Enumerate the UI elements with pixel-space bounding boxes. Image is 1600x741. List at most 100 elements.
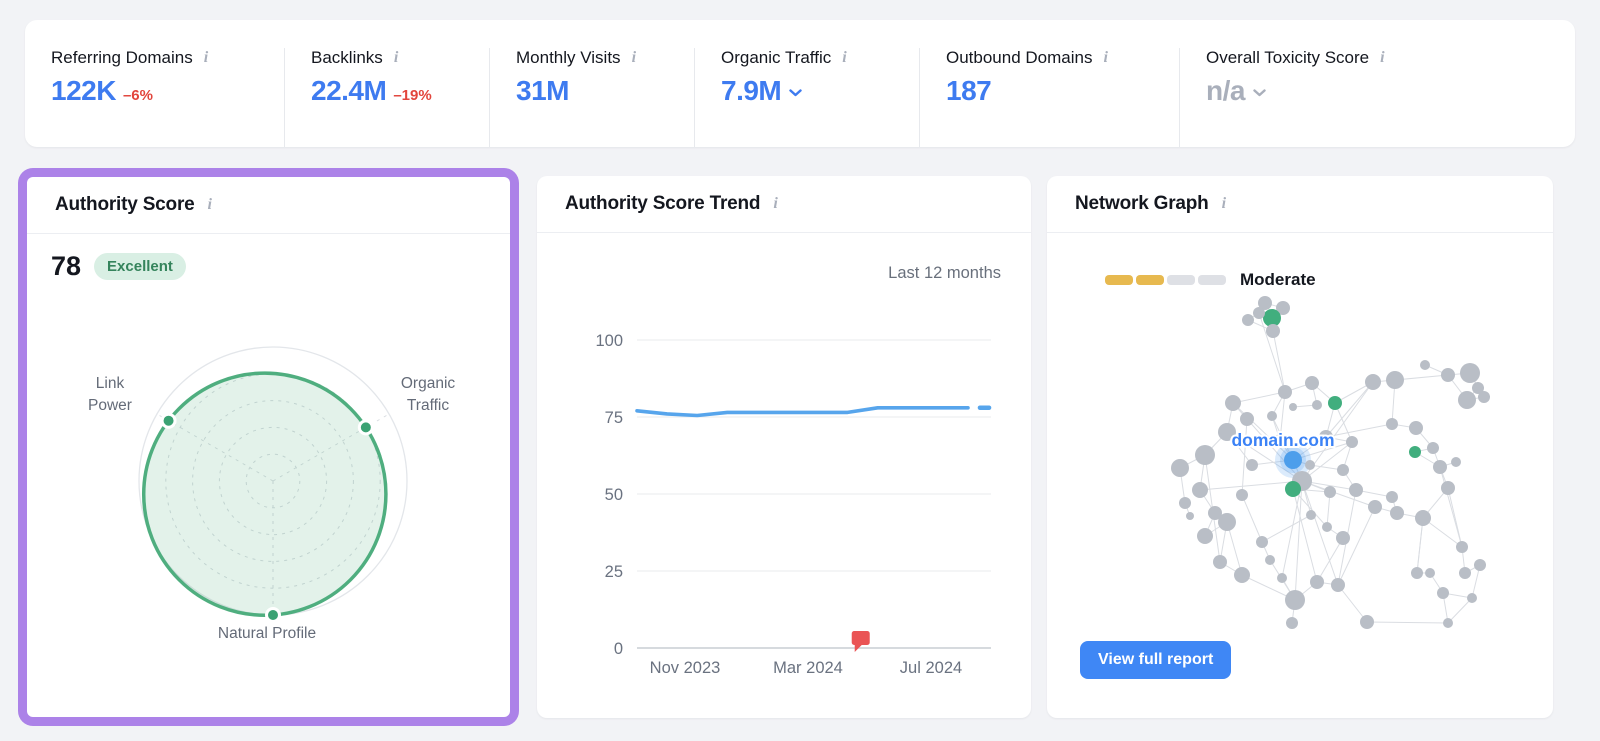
- network-node: [1443, 618, 1453, 628]
- toxicity-meter-row: Moderate: [1105, 270, 1316, 290]
- stat-label: Overall Toxicity Score: [1206, 48, 1370, 67]
- stat-value: 22.4M: [311, 75, 387, 106]
- network-node: [1258, 296, 1272, 310]
- network-node: [1420, 360, 1430, 370]
- info-icon[interactable]: i: [1103, 49, 1108, 66]
- panel-title: Authority Score Trend: [565, 193, 761, 214]
- network-node-highlighted: [1409, 446, 1421, 458]
- toxicity-level-label: Moderate: [1240, 270, 1316, 289]
- network-domain-label: domain.com: [1231, 430, 1334, 450]
- panel-header: Network Graph i: [1047, 176, 1553, 233]
- stats-bar: Referring Domains i 122K –6% Backlinks i…: [25, 20, 1575, 147]
- toxicity-score-dropdown[interactable]: n/a: [1206, 77, 1266, 105]
- network-node: [1460, 363, 1480, 383]
- stat-delta: –6%: [122, 87, 153, 104]
- network-node: [1478, 391, 1490, 403]
- panel-header: Authority Score i: [27, 177, 510, 234]
- network-node: [1390, 506, 1404, 520]
- authority-score-highlight-border: Authority Score i 78 Excellent Link Power…: [18, 168, 519, 726]
- network-node: [1234, 567, 1250, 583]
- chevron-down-icon: [1253, 89, 1266, 97]
- info-icon[interactable]: i: [393, 49, 399, 66]
- stat-label: Monthly Visits: [516, 48, 621, 67]
- network-node: [1186, 512, 1194, 520]
- network-node: [1265, 555, 1275, 565]
- chevron-down-icon: [789, 89, 802, 97]
- network-node: [1192, 482, 1208, 498]
- panel-header: Authority Score Trend i: [537, 176, 1031, 233]
- stat-organic-traffic: Organic Traffic i 7.9M: [695, 48, 920, 147]
- stat-value-row: n/a: [1206, 77, 1575, 105]
- network-node-analyzed-domain: [1284, 451, 1302, 469]
- network-node: [1289, 403, 1297, 411]
- network-node: [1274, 434, 1286, 446]
- radar-axis-label: Organic Traffic: [401, 375, 456, 414]
- network-node: [1242, 314, 1254, 326]
- stat-outbound-domains: Outbound Domains i 187: [920, 48, 1180, 147]
- meter-segment-empty: [1198, 275, 1226, 285]
- network-node: [1171, 459, 1189, 477]
- authority-score-badge: Excellent: [94, 253, 186, 280]
- view-full-report-button[interactable]: View full report: [1080, 641, 1232, 680]
- stat-value: n/a: [1206, 75, 1245, 106]
- network-node: [1266, 324, 1280, 338]
- stat-label-row: Backlinks i: [311, 48, 489, 68]
- authority-score-radar-chart: Link Power Organic Traffic Natural Profile: [88, 346, 456, 642]
- info-icon[interactable]: i: [207, 196, 212, 213]
- info-icon[interactable]: i: [773, 195, 778, 212]
- network-node: [1386, 371, 1404, 389]
- trend-x-tick-label: Jul 2024: [900, 659, 962, 677]
- stat-label: Backlinks: [311, 48, 383, 67]
- stat-value: 122K: [51, 75, 116, 106]
- radar-axis-label: Link Power: [88, 375, 132, 414]
- network-node: [1322, 522, 1332, 532]
- network-node: [1336, 531, 1350, 545]
- trend-y-tick-label: 0: [614, 640, 623, 658]
- network-graph-panel: Network Graph i Moderate domain.com View…: [1047, 176, 1553, 718]
- authority-score-value: 78: [51, 251, 82, 281]
- network-node: [1324, 486, 1336, 498]
- network-node: [1472, 382, 1484, 394]
- network-node: [1256, 536, 1268, 548]
- network-node: [1225, 395, 1241, 411]
- network-node: [1346, 436, 1358, 448]
- network-node: [1458, 391, 1476, 409]
- network-node: [1246, 459, 1258, 471]
- stat-value-row: 22.4M –19%: [311, 77, 489, 105]
- info-icon[interactable]: i: [842, 49, 847, 66]
- network-node: [1365, 374, 1381, 390]
- meter-segment-empty: [1167, 275, 1195, 285]
- info-icon[interactable]: i: [631, 49, 637, 66]
- network-node: [1278, 385, 1292, 399]
- network-node: [1349, 483, 1363, 497]
- info-icon[interactable]: i: [1380, 49, 1385, 66]
- stat-label-row: Overall Toxicity Score i: [1206, 48, 1575, 68]
- stat-value-row: 7.9M: [721, 77, 919, 105]
- network-node: [1305, 460, 1315, 470]
- authority-score-trend-panel: Authority Score Trend i Last 12 months 0…: [537, 176, 1031, 718]
- toxicity-meter: [1105, 275, 1226, 285]
- network-node: [1415, 510, 1431, 526]
- network-node: [1451, 457, 1461, 467]
- network-node: [1277, 573, 1287, 583]
- network-node: [1467, 593, 1477, 603]
- network-node: [1267, 411, 1277, 421]
- meter-segment-filled: [1105, 275, 1133, 285]
- network-node: [1286, 617, 1298, 629]
- trend-annotation-flag: [851, 631, 870, 652]
- network-node: [1360, 615, 1374, 629]
- stat-value: 31M: [516, 75, 569, 106]
- stat-value: 7.9M: [721, 75, 782, 106]
- stat-label-row: Monthly Visits i: [516, 48, 694, 68]
- info-icon[interactable]: i: [203, 49, 209, 66]
- stat-monthly-visits: Monthly Visits i 31M: [490, 48, 695, 147]
- network-node: [1310, 575, 1324, 589]
- network-node: [1305, 376, 1319, 390]
- info-icon[interactable]: i: [1221, 195, 1227, 212]
- organic-traffic-dropdown[interactable]: 7.9M: [721, 77, 802, 105]
- network-node: [1368, 500, 1382, 514]
- trend-x-tick-label: Nov 2023: [650, 659, 721, 677]
- stat-label: Referring Domains: [51, 48, 193, 67]
- network-node: [1459, 567, 1471, 579]
- radar-axis-label: Natural Profile: [218, 625, 316, 642]
